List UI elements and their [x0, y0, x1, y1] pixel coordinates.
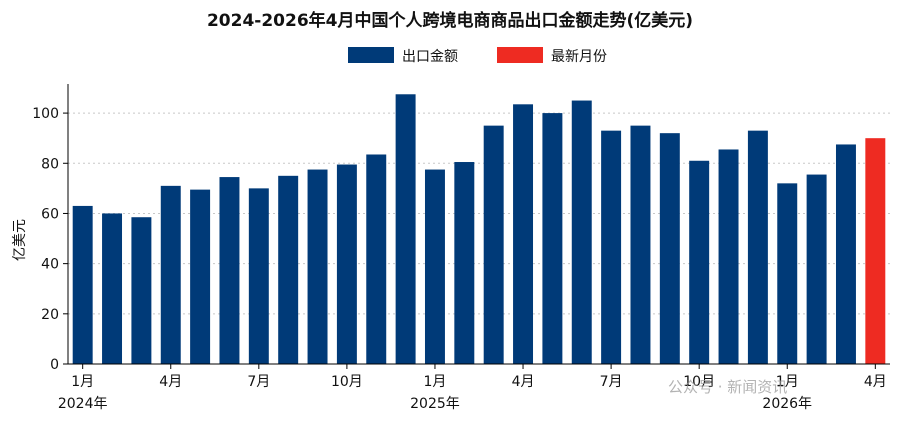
bar — [160, 185, 181, 364]
bar — [336, 164, 357, 364]
bar — [542, 113, 563, 364]
legend-swatch-export — [348, 47, 394, 63]
bar — [131, 217, 152, 364]
x-tick-label: 10月 — [331, 374, 363, 390]
bar — [630, 125, 651, 365]
x-tick-label: 7月 — [600, 374, 623, 390]
bar — [219, 177, 240, 364]
bar — [718, 149, 739, 364]
x-tick-label: 4月 — [864, 374, 887, 390]
bar — [248, 188, 269, 364]
x-tick-label: 1月 — [71, 374, 94, 390]
bar — [307, 169, 328, 364]
bar — [601, 130, 622, 364]
axes: 0 20 40 60 80 100 1月 2024年 4月 7月 10月 1月 2025年 4月 7月 10月… — [32, 84, 890, 412]
y-tick-label: 60 — [41, 206, 59, 222]
chart-title: 2024-2026年4月中国个人跨境电商商品出口金额走势(亿美元) — [207, 10, 693, 31]
x-tick-label: 10月 — [683, 374, 715, 390]
y-axis-label: 亿美元 — [12, 219, 28, 261]
watermark: 公众号 · 新闻资讯 — [668, 378, 787, 396]
bar-latest — [865, 138, 886, 364]
legend-label-latest: 最新月份 — [551, 49, 607, 65]
bar — [366, 154, 387, 364]
bar — [513, 104, 534, 365]
bar — [483, 125, 504, 365]
bar — [190, 189, 211, 364]
y-tick-label: 40 — [41, 257, 59, 273]
x-tick-label: 1月 — [776, 374, 799, 390]
legend: 出口金额 最新月份 — [348, 47, 607, 65]
x-tick-label: 7月 — [247, 374, 270, 390]
bar — [72, 205, 93, 364]
bar — [454, 162, 475, 364]
legend-swatch-latest — [497, 47, 543, 63]
x-tick-label: 4月 — [159, 374, 182, 390]
bar — [689, 160, 710, 364]
bar — [395, 94, 416, 364]
bar — [659, 133, 680, 364]
bars — [72, 94, 886, 365]
legend-label-export: 出口金额 — [402, 49, 458, 65]
x-tick-label: 4月 — [512, 374, 535, 390]
bar — [747, 130, 768, 364]
y-tick-label: 100 — [32, 106, 59, 122]
bar — [424, 169, 445, 364]
bar — [278, 175, 299, 364]
x-year-label: 2026年 — [762, 396, 812, 412]
y-tick-label: 80 — [41, 156, 59, 172]
y-tick-label: 20 — [41, 307, 59, 323]
x-year-label: 2025年 — [410, 396, 460, 412]
bar — [777, 183, 798, 364]
bar — [102, 213, 123, 364]
x-tick-label: 1月 — [424, 374, 447, 390]
bar — [571, 100, 592, 364]
y-tick-label: 0 — [50, 357, 59, 373]
bar — [806, 174, 827, 364]
x-year-label: 2024年 — [58, 396, 108, 412]
bar — [835, 144, 856, 364]
